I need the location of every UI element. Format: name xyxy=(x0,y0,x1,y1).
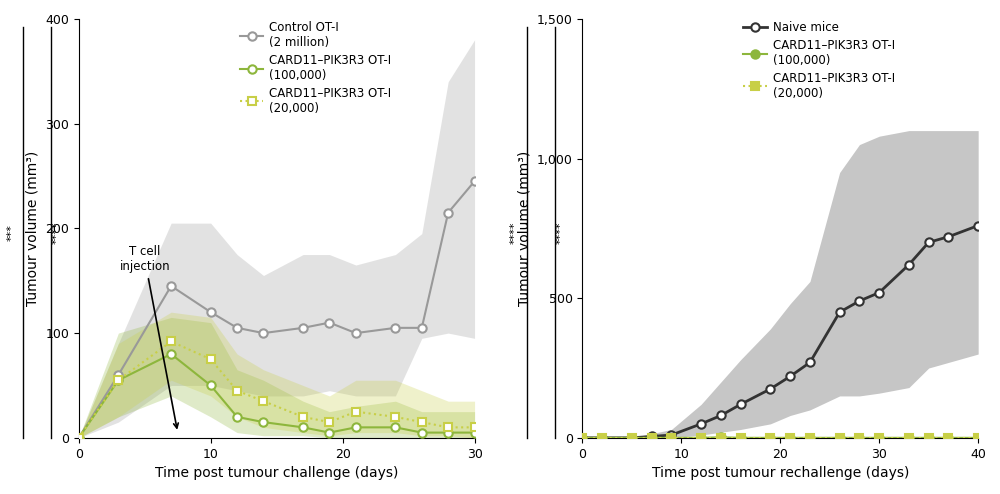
Y-axis label: Tumour volume (mm³): Tumour volume (mm³) xyxy=(517,151,531,306)
X-axis label: Time post tumour challenge (days): Time post tumour challenge (days) xyxy=(155,466,398,480)
Text: ***: *** xyxy=(6,224,16,241)
Text: T cell
injection: T cell injection xyxy=(119,245,178,428)
X-axis label: Time post tumour rechallenge (days): Time post tumour rechallenge (days) xyxy=(652,466,909,480)
Text: ****: **** xyxy=(52,221,62,244)
Y-axis label: Tumour volume (mm³): Tumour volume (mm³) xyxy=(26,151,40,306)
Legend: Control OT-I
(2 million), CARD11–PIK3R3 OT-I
(100,000), CARD11–PIK3R3 OT-I
(20,0: Control OT-I (2 million), CARD11–PIK3R3 … xyxy=(235,16,396,120)
Legend: Naive mice, CARD11–PIK3R3 OT-I
(100,000), CARD11–PIK3R3 OT-I
(20,000): Naive mice, CARD11–PIK3R3 OT-I (100,000)… xyxy=(739,16,900,104)
Text: ****: **** xyxy=(556,221,566,244)
Text: ****: **** xyxy=(510,221,520,244)
